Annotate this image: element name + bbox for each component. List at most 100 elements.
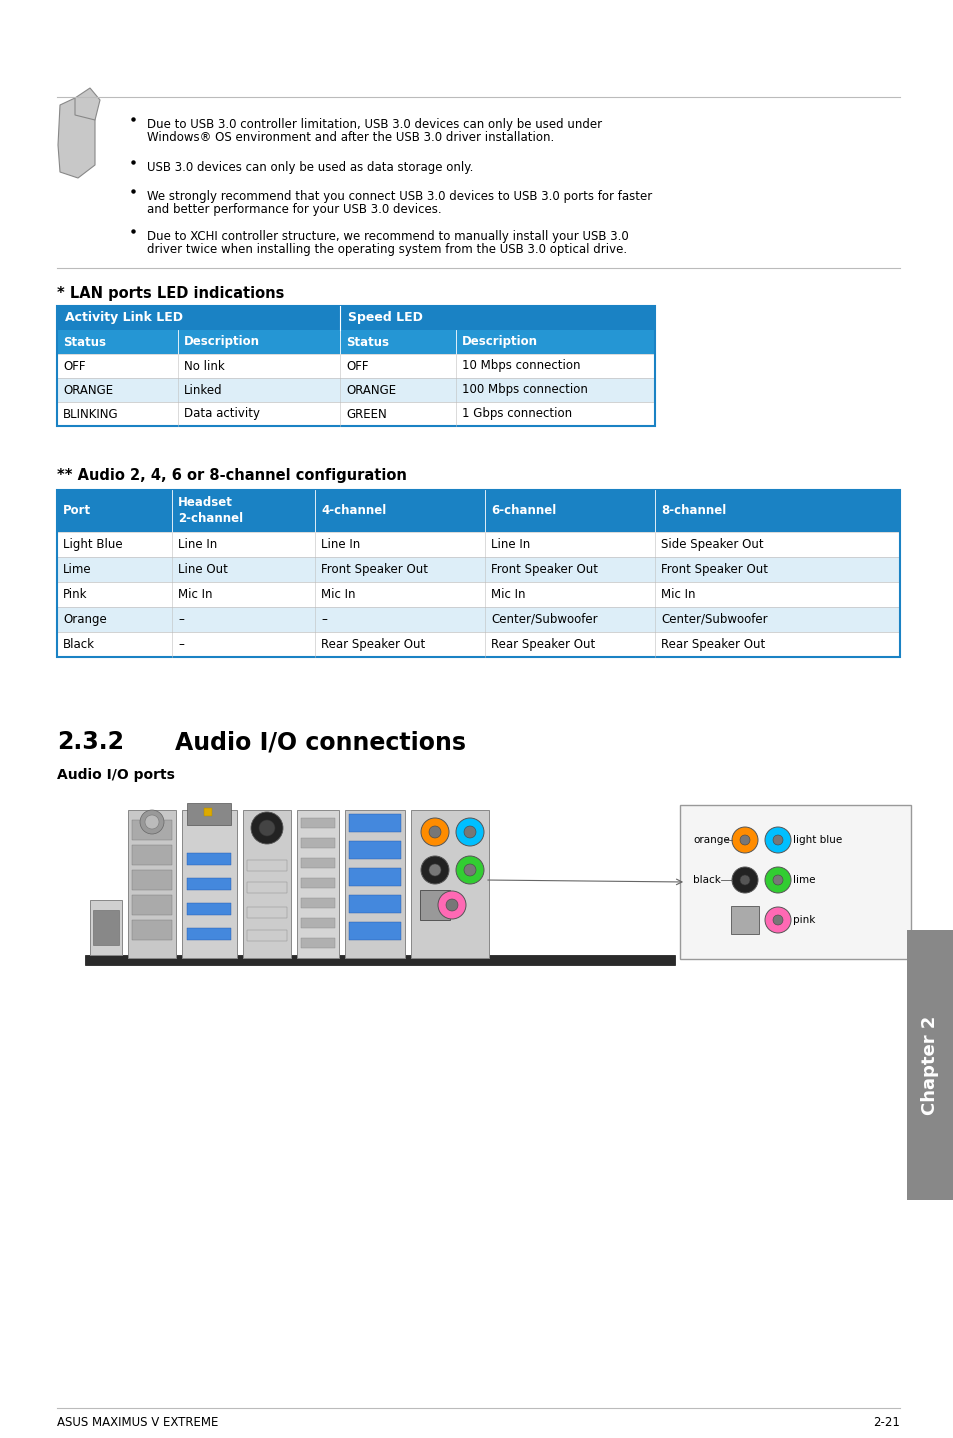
FancyBboxPatch shape <box>247 881 287 893</box>
Circle shape <box>772 835 782 846</box>
FancyBboxPatch shape <box>484 490 655 532</box>
FancyBboxPatch shape <box>204 808 212 815</box>
Circle shape <box>456 818 483 846</box>
Text: Mic In: Mic In <box>320 588 355 601</box>
Circle shape <box>145 815 159 828</box>
FancyBboxPatch shape <box>243 810 291 958</box>
Text: Center/Subwoofer: Center/Subwoofer <box>491 613 597 626</box>
Text: 10 Mbps connection: 10 Mbps connection <box>461 360 579 372</box>
FancyBboxPatch shape <box>132 920 172 940</box>
Text: Line In: Line In <box>320 538 360 551</box>
Text: Light Blue: Light Blue <box>63 538 123 551</box>
Text: Side Speaker Out: Side Speaker Out <box>660 538 762 551</box>
FancyBboxPatch shape <box>128 810 175 958</box>
Text: BLINKING: BLINKING <box>63 407 118 420</box>
Text: Rear Speaker Out: Rear Speaker Out <box>660 638 764 651</box>
FancyBboxPatch shape <box>57 378 655 403</box>
Text: –: – <box>178 613 184 626</box>
Text: Chapter 2: Chapter 2 <box>920 1015 938 1114</box>
Text: Activity Link LED: Activity Link LED <box>65 312 183 325</box>
Circle shape <box>420 818 449 846</box>
FancyBboxPatch shape <box>57 532 899 557</box>
FancyBboxPatch shape <box>57 329 178 354</box>
FancyBboxPatch shape <box>349 894 400 913</box>
Text: Pink: Pink <box>63 588 88 601</box>
Text: 8-channel: 8-channel <box>660 505 725 518</box>
FancyBboxPatch shape <box>456 329 655 354</box>
FancyBboxPatch shape <box>57 490 172 532</box>
Circle shape <box>140 810 164 834</box>
Text: We strongly recommend that you connect USB 3.0 devices to USB 3.0 ports for fast: We strongly recommend that you connect U… <box>147 190 652 203</box>
FancyBboxPatch shape <box>178 329 339 354</box>
FancyBboxPatch shape <box>349 922 400 940</box>
Text: 2-21: 2-21 <box>872 1416 899 1429</box>
Text: –: – <box>178 638 184 651</box>
Text: Windows® OS environment and after the USB 3.0 driver installation.: Windows® OS environment and after the US… <box>147 131 554 144</box>
FancyBboxPatch shape <box>187 879 231 890</box>
Circle shape <box>258 820 274 835</box>
Text: Status: Status <box>63 335 106 348</box>
FancyBboxPatch shape <box>90 900 122 955</box>
FancyBboxPatch shape <box>92 910 119 945</box>
Text: 6-channel: 6-channel <box>491 505 556 518</box>
Text: ASUS MAXIMUS V EXTREME: ASUS MAXIMUS V EXTREME <box>57 1416 218 1429</box>
Circle shape <box>429 825 440 838</box>
Circle shape <box>740 874 749 884</box>
Text: and better performance for your USB 3.0 devices.: and better performance for your USB 3.0 … <box>147 203 441 216</box>
Circle shape <box>731 867 758 893</box>
Text: Mic In: Mic In <box>178 588 213 601</box>
Text: Linked: Linked <box>184 384 222 397</box>
Circle shape <box>437 892 465 919</box>
Circle shape <box>251 812 283 844</box>
Text: –: – <box>320 613 327 626</box>
FancyBboxPatch shape <box>301 858 335 869</box>
Text: Audio I/O ports: Audio I/O ports <box>57 768 174 782</box>
Text: Due to XCHI controller structure, we recommend to manually install your USB 3.0: Due to XCHI controller structure, we rec… <box>147 230 628 243</box>
FancyBboxPatch shape <box>411 810 489 958</box>
Text: 4-channel: 4-channel <box>320 505 386 518</box>
Text: Headset
2-channel: Headset 2-channel <box>178 496 243 525</box>
FancyBboxPatch shape <box>679 805 910 959</box>
FancyBboxPatch shape <box>85 955 675 965</box>
Circle shape <box>764 907 790 933</box>
Circle shape <box>772 874 782 884</box>
Text: Line Out: Line Out <box>178 564 228 577</box>
Circle shape <box>740 835 749 846</box>
Text: Speed LED: Speed LED <box>348 312 422 325</box>
Polygon shape <box>75 88 100 119</box>
FancyBboxPatch shape <box>132 846 172 866</box>
Text: USB 3.0 devices can only be used as data storage only.: USB 3.0 devices can only be used as data… <box>147 161 473 174</box>
Text: lime: lime <box>792 874 815 884</box>
Text: Line In: Line In <box>178 538 217 551</box>
FancyBboxPatch shape <box>182 810 236 958</box>
FancyBboxPatch shape <box>57 557 899 582</box>
Circle shape <box>764 867 790 893</box>
FancyBboxPatch shape <box>655 490 899 532</box>
Text: Rear Speaker Out: Rear Speaker Out <box>491 638 595 651</box>
Text: Audio I/O connections: Audio I/O connections <box>174 731 465 754</box>
Text: Orange: Orange <box>63 613 107 626</box>
FancyBboxPatch shape <box>132 870 172 890</box>
Circle shape <box>429 864 440 876</box>
Text: Data activity: Data activity <box>184 407 260 420</box>
Circle shape <box>764 827 790 853</box>
FancyBboxPatch shape <box>339 329 456 354</box>
Text: Mic In: Mic In <box>491 588 525 601</box>
Text: Rear Speaker Out: Rear Speaker Out <box>320 638 425 651</box>
FancyBboxPatch shape <box>339 306 655 329</box>
Text: 100 Mbps connection: 100 Mbps connection <box>461 384 587 397</box>
Text: ** Audio 2, 4, 6 or 8-channel configuration: ** Audio 2, 4, 6 or 8-channel configurat… <box>57 467 406 483</box>
Text: Lime: Lime <box>63 564 91 577</box>
FancyBboxPatch shape <box>187 853 231 866</box>
FancyBboxPatch shape <box>301 879 335 889</box>
FancyBboxPatch shape <box>301 897 335 907</box>
Text: 1 Gbps connection: 1 Gbps connection <box>461 407 572 420</box>
FancyBboxPatch shape <box>57 607 899 631</box>
Circle shape <box>731 827 758 853</box>
Text: Black: Black <box>63 638 95 651</box>
FancyBboxPatch shape <box>301 838 335 848</box>
Text: light blue: light blue <box>792 835 841 846</box>
FancyBboxPatch shape <box>906 930 953 1199</box>
FancyBboxPatch shape <box>57 631 899 657</box>
FancyBboxPatch shape <box>132 894 172 915</box>
